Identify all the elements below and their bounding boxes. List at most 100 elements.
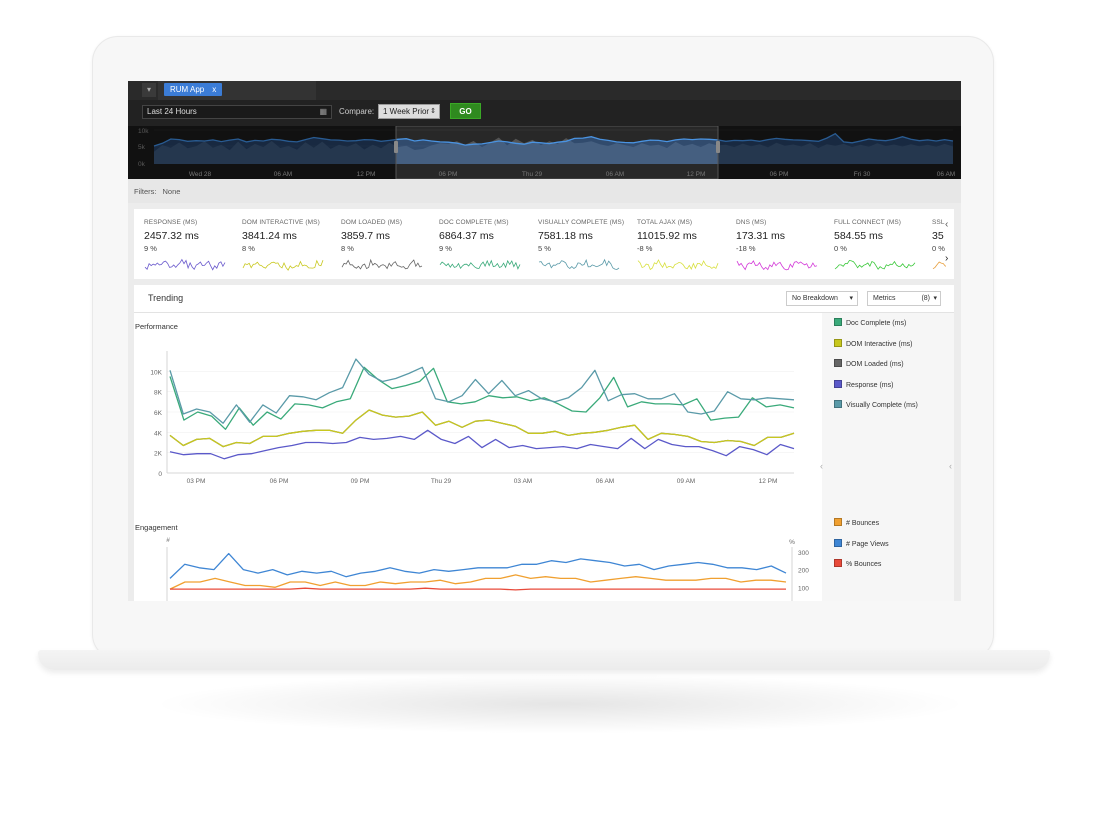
kpi-value: 35 — [932, 230, 944, 242]
close-tab-icon[interactable]: x — [212, 85, 217, 94]
chevron-down-icon: ▾ — [849, 295, 853, 302]
kpi-tile[interactable]: FULL CONNECT (MS) 584.55 ms 0 % — [834, 219, 932, 279]
kpi-sparkline — [637, 259, 719, 271]
engagement-legend: # Bounces # Page Views % Bounces — [822, 509, 954, 601]
legend-item[interactable]: % Bounces — [834, 559, 881, 568]
legend-item[interactable]: Doc Complete (ms) — [834, 318, 906, 327]
legend-swatch — [834, 559, 842, 567]
legend-item[interactable]: Visually Complete (ms) — [834, 400, 918, 409]
tab-rum-app[interactable]: RUM App x — [164, 83, 223, 96]
overview-timeline[interactable]: 10k 5k 0k Wed 28 06 AM 12 PM 06 PM Thu 29 06 AM 1… — [128, 125, 961, 180]
kpi-value: 3841.24 ms — [242, 230, 297, 242]
compare-label: Compare: — [339, 107, 375, 116]
overview-chart[interactable]: 10k 5k 0k Wed 28 06 AM 12 PM 06 PM Thu 29 06 AM 1… — [128, 125, 961, 180]
eng-series-line[interactable] — [170, 587, 786, 591]
overview-drag-handle[interactable] — [716, 141, 720, 153]
kpi-label: SSL — [932, 219, 945, 226]
kpi-sparkline-line — [538, 258, 620, 270]
kpi-tile[interactable]: TOTAL AJAX (MS) 11015.92 ms -8 % — [637, 219, 735, 279]
calendar-icon[interactable]: ▦ — [319, 107, 327, 116]
overview-primary-line — [153, 132, 954, 147]
kpi-sparkline — [736, 260, 818, 271]
kpi-value: 173.31 ms — [736, 230, 786, 242]
legend-item[interactable]: DOM Interactive (ms) — [834, 338, 913, 348]
kpi-tile[interactable]: DOC COMPLETE (MS) 6864.37 ms 9 % — [439, 219, 537, 279]
kpi-sparkline-line — [736, 260, 818, 271]
kpi-sparkline-line — [637, 259, 719, 271]
trending-panel: Trending No Breakdown ▾ Metrics (8) ▾ Pe… — [134, 285, 954, 601]
kpi-change: 8 % — [341, 244, 354, 253]
time-range-input[interactable]: Last 24 Hours ▦ — [142, 105, 332, 119]
kpi-sparkline-line — [144, 258, 226, 271]
kpi-tile[interactable]: RESPONSE (MS) 2457.32 ms 9 % — [144, 219, 242, 279]
eng-y-left-label: # — [166, 537, 170, 544]
kpi-sparkline — [538, 258, 620, 270]
eng-series-line[interactable] — [169, 574, 787, 590]
perf-x-tick: 06 PM — [270, 478, 289, 485]
metrics-label: Metrics — [873, 295, 896, 302]
menu-dropdown-icon[interactable]: ▾ — [142, 83, 156, 97]
perf-x-tick: 06 AM — [596, 478, 614, 485]
kpi-sparkline-line — [439, 259, 521, 270]
kpi-tile[interactable]: VISUALLY COMPLETE (MS) 7581.18 ms 5 % — [538, 219, 636, 279]
legend-item[interactable]: DOM Loaded (ms) — [834, 359, 904, 368]
collapse-right-icon[interactable]: ‹ — [949, 461, 952, 471]
kpi-sparkline — [932, 261, 946, 270]
kpi-tile[interactable]: DNS (MS) 173.31 ms -18 % — [736, 219, 834, 279]
legend-item[interactable]: # Bounces — [834, 518, 879, 527]
perf-series-line[interactable] — [169, 366, 795, 430]
perf-y-tick: 8K — [154, 390, 163, 397]
kpi-sparkline — [834, 259, 916, 270]
perf-series-line[interactable] — [169, 409, 795, 448]
time-range-value: Last 24 Hours — [147, 107, 197, 116]
perf-y-tick: 4K — [154, 430, 163, 437]
kpi-value: 2457.32 ms — [144, 230, 199, 242]
overview-x-tick: 12 PM — [357, 171, 376, 178]
perf-x-tick: Thu 29 — [431, 478, 452, 485]
kpi-change: 8 % — [242, 244, 255, 253]
compare-value: 1 Week Prior — [383, 107, 430, 116]
kpi-label: FULL CONNECT (MS) — [834, 219, 902, 226]
kpi-change: 5 % — [538, 244, 551, 253]
kpi-label: DNS (MS) — [736, 219, 767, 226]
perf-x-tick: 03 AM — [514, 478, 532, 485]
filters-label: Filters: — [134, 187, 157, 196]
legend-item[interactable]: # Page Views — [834, 538, 889, 548]
performance-legend: Doc Complete (ms) DOM Interactive (ms) DOM… — [822, 313, 954, 509]
overview-dim-left — [128, 126, 396, 179]
legend-item[interactable]: Response (ms) — [834, 379, 893, 389]
metrics-count: (8) — [921, 295, 930, 302]
performance-chart[interactable]: 10K 8K 6K 4K 2K 0 03 PM 06 PM 09 PM Thu 29 03 AM 06… — [134, 333, 818, 529]
kpi-tile[interactable]: SSL 35 0 % — [932, 219, 946, 279]
go-button[interactable]: GO — [450, 103, 481, 119]
kpi-label: RESPONSE (MS) — [144, 219, 198, 226]
kpi-tile[interactable]: DOM INTERACTIVE (MS) 3841.24 ms 8 % — [242, 219, 340, 279]
overview-selection[interactable] — [395, 125, 719, 180]
kpi-sparkline-line — [932, 261, 946, 270]
kpi-tile[interactable]: DOM LOADED (MS) 3859.7 ms 8 % — [341, 219, 439, 279]
kpi-label: DOM INTERACTIVE (MS) — [242, 219, 320, 226]
kpi-change: 0 % — [932, 244, 945, 253]
perf-series-line[interactable] — [169, 429, 795, 460]
legend-label: DOM Loaded (ms) — [846, 361, 904, 368]
kpi-next-icon[interactable]: › — [945, 253, 949, 264]
compare-select[interactable]: 1 Week Prior ⇕ — [378, 104, 440, 119]
perf-x-tick: 12 PM — [759, 478, 778, 485]
kpi-change: 0 % — [834, 244, 847, 253]
breakdown-select[interactable]: No Breakdown ▾ — [786, 291, 858, 306]
eng-series-line[interactable] — [169, 552, 787, 579]
overview-x-tick: 12 PM — [687, 171, 706, 178]
kpi-value: 3859.7 ms — [341, 230, 391, 242]
eng-y-right-tick: 100 — [798, 585, 809, 592]
kpi-value: 11015.92 ms — [637, 230, 697, 242]
engagement-chart[interactable]: # %300 200 100 — [134, 535, 818, 601]
overview-drag-handle[interactable] — [394, 141, 398, 153]
filters-value[interactable]: None — [162, 187, 181, 196]
collapse-left-icon[interactable]: ‹ — [820, 461, 823, 471]
legend-label: Doc Complete (ms) — [846, 320, 907, 327]
overview-x-tick: 06 PM — [770, 171, 789, 178]
perf-series-line[interactable] — [169, 358, 795, 424]
kpi-prev-icon[interactable]: ‹ — [945, 219, 949, 230]
metrics-select[interactable]: Metrics (8) ▾ — [867, 291, 941, 306]
